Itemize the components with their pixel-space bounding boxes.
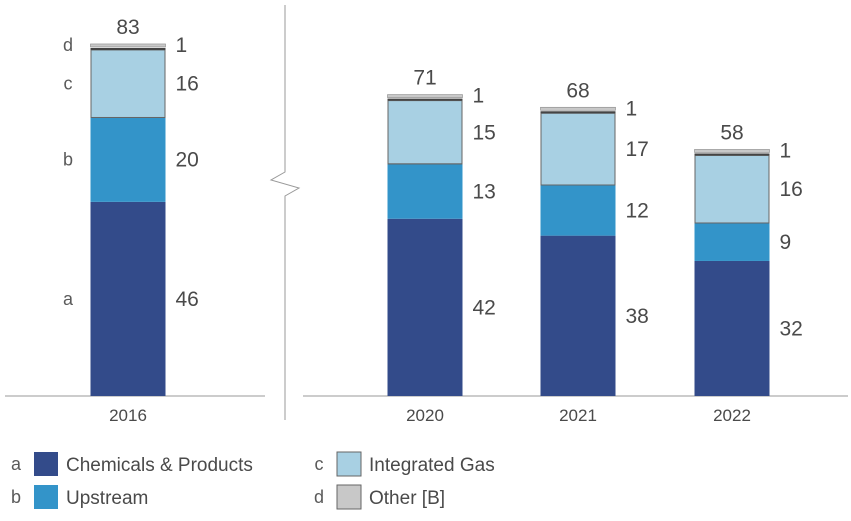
bar-2021-d [540,106,616,111]
value-label-2020-d: 1 [473,85,485,108]
bar-2020-cap [387,98,463,101]
value-label-2022-a: 32 [780,317,803,340]
bar-2021-a [540,235,616,396]
series-letter-b: b [63,150,73,170]
bar-2020-a [387,218,463,396]
category-label-2021: 2021 [559,406,597,425]
series-letter-d: d [63,35,73,55]
value-label-2016-b: 20 [176,149,199,172]
value-label-2020-a: 42 [473,296,496,319]
bar-2022-a [694,260,770,396]
legend-swatch-a [34,452,58,476]
value-label-2020-b: 13 [473,180,496,203]
legend-letter-c: c [315,454,324,474]
legend-item-b: b Upstream [11,485,148,509]
bar-2016-d [90,43,166,48]
bar-2016-b [90,117,166,202]
legend-item-d: d Other [B] [314,484,445,510]
legend-letter-d: d [314,487,324,507]
bar-2020-b [387,163,463,219]
bar-2016-c [90,49,166,118]
total-label-2021: 68 [566,79,589,102]
bar-2016-a [90,201,166,396]
legend-item-a: a Chemicals & Products [11,452,253,476]
legend-swatch-d [336,484,362,510]
total-label-2022: 58 [720,121,743,144]
bar-2021-b [540,185,616,236]
legend-label-a: Chemicals & Products [66,455,253,476]
value-label-2021-d: 1 [626,97,638,120]
series-letter-a: a [63,289,74,309]
series-letter-c: c [64,74,73,94]
value-label-2021-b: 12 [626,199,649,222]
value-label-2021-a: 38 [626,305,649,328]
bar-segments [90,43,770,396]
value-label-2016-a: 46 [176,288,199,311]
bar-2022-b [694,222,770,261]
axis-break-divider [269,5,301,420]
bar-2022-d [694,149,770,153]
legend-letter-a: a [11,454,22,474]
legend-letter-b: b [11,487,21,507]
category-label-2020: 2020 [406,406,444,425]
bar-2016-cap [90,47,166,50]
value-label-2020-c: 15 [473,121,496,144]
legend-swatch-c [336,451,362,477]
legend-label-c: Integrated Gas [369,455,495,476]
value-label-2021-c: 17 [626,138,649,161]
bar-2020-c [387,100,463,164]
total-label-2020: 71 [413,67,436,90]
bar-2021-c [540,113,616,185]
value-label-2022-d: 1 [780,139,792,162]
value-label-2022-c: 16 [780,178,803,201]
value-label-2016-d: 1 [176,34,188,57]
value-label-2016-c: 16 [176,73,199,96]
value-label-2022-b: 9 [780,231,792,254]
legend-swatch-b [34,485,58,509]
total-label-2016: 83 [116,16,139,39]
legend-item-c: c Integrated Gas [315,451,495,477]
bar-2021-cap [540,111,616,114]
category-label-2016: 2016 [109,406,147,425]
bar-2020-d [387,94,463,98]
legend-label-d: Other [B] [369,488,445,509]
bar-2022-cap [694,153,770,156]
legend: a Chemicals & Products b Upstream c Integrate… [11,451,495,510]
bar-2022-c [694,155,770,223]
legend-label-b: Upstream [66,488,148,509]
category-label-2022: 2022 [713,406,751,425]
data-labels: 4620161832016abcd42131517120203812171682… [63,16,803,425]
